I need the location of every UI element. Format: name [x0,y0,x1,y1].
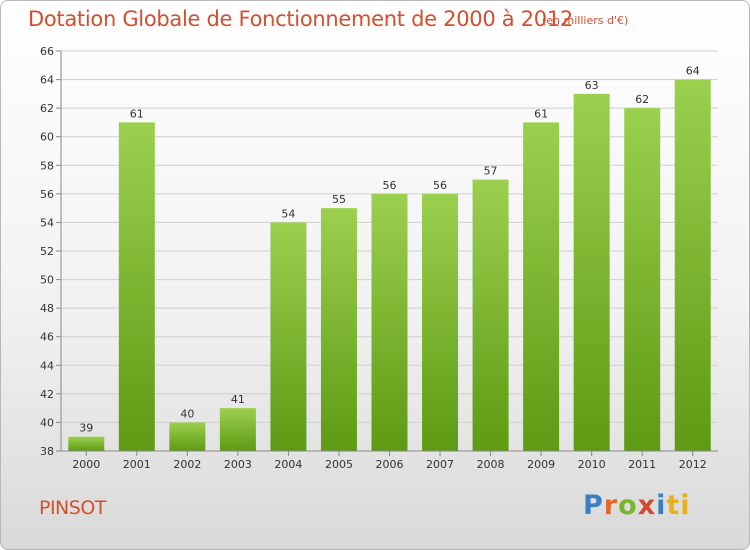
y-tick-label: 54 [40,216,54,229]
data-label: 40 [180,407,194,420]
logo-letter: r [603,490,619,521]
logo-letter: o [618,490,638,521]
x-tick-label: 2010 [578,458,606,471]
y-tick-label: 46 [40,331,54,344]
bar [68,436,105,451]
x-tick-label: 2007 [426,458,454,471]
x-tick-label: 2004 [274,458,302,471]
data-label: 57 [484,165,498,178]
data-label: 56 [383,179,397,192]
data-label: 41 [231,393,245,406]
city-name: PINSOT [39,497,106,519]
bar [674,79,711,452]
y-tick-label: 56 [40,188,54,201]
data-label: 61 [534,107,548,120]
proxiti-logo[interactable]: Proxiti [583,490,691,521]
logo-letter: ti [666,490,691,521]
data-label: 54 [281,207,295,220]
x-tick-label: 2005 [325,458,353,471]
data-label: 64 [686,65,700,78]
x-tick-label: 2006 [376,458,404,471]
y-tick-label: 44 [40,359,54,372]
x-tick-label: 2009 [527,458,555,471]
bar [270,222,307,451]
bar [523,122,560,451]
bar [169,422,206,451]
bar [422,193,459,451]
x-tick-label: 2012 [679,458,707,471]
bar [624,108,661,452]
bar [573,93,610,451]
x-tick-label: 2001 [123,458,151,471]
data-label: 55 [332,193,346,206]
bar [118,122,155,451]
chart-subtitle: (en milliers d'€) [542,14,629,27]
y-tick-label: 64 [40,74,54,87]
y-tick-label: 52 [40,245,54,258]
y-tick-label: 62 [40,102,54,115]
y-tick-label: 58 [40,159,54,172]
chart-title: Dotation Globale de Fonctionnement de 20… [28,7,573,31]
bar [320,208,357,451]
bar [472,179,509,452]
logo-letter: i [656,490,667,521]
logo-letter: P [583,490,604,521]
y-tick-label: 38 [40,445,54,458]
logo-letter: x [637,490,657,521]
data-label: 63 [585,79,599,92]
bar [219,408,256,451]
x-tick-label: 2002 [173,458,201,471]
y-tick-label: 40 [40,416,54,429]
y-tick-label: 60 [40,131,54,144]
y-tick-label: 42 [40,388,54,401]
bar [371,193,408,451]
y-tick-label: 66 [40,45,54,58]
data-label: 39 [79,422,93,435]
data-label: 62 [635,93,649,106]
data-label: 56 [433,179,447,192]
x-tick-label: 2000 [72,458,100,471]
y-tick-label: 48 [40,302,54,315]
x-tick-label: 2003 [224,458,252,471]
x-tick-label: 2008 [477,458,505,471]
y-tick-label: 50 [40,274,54,287]
data-label: 61 [130,107,144,120]
x-tick-label: 2011 [628,458,656,471]
